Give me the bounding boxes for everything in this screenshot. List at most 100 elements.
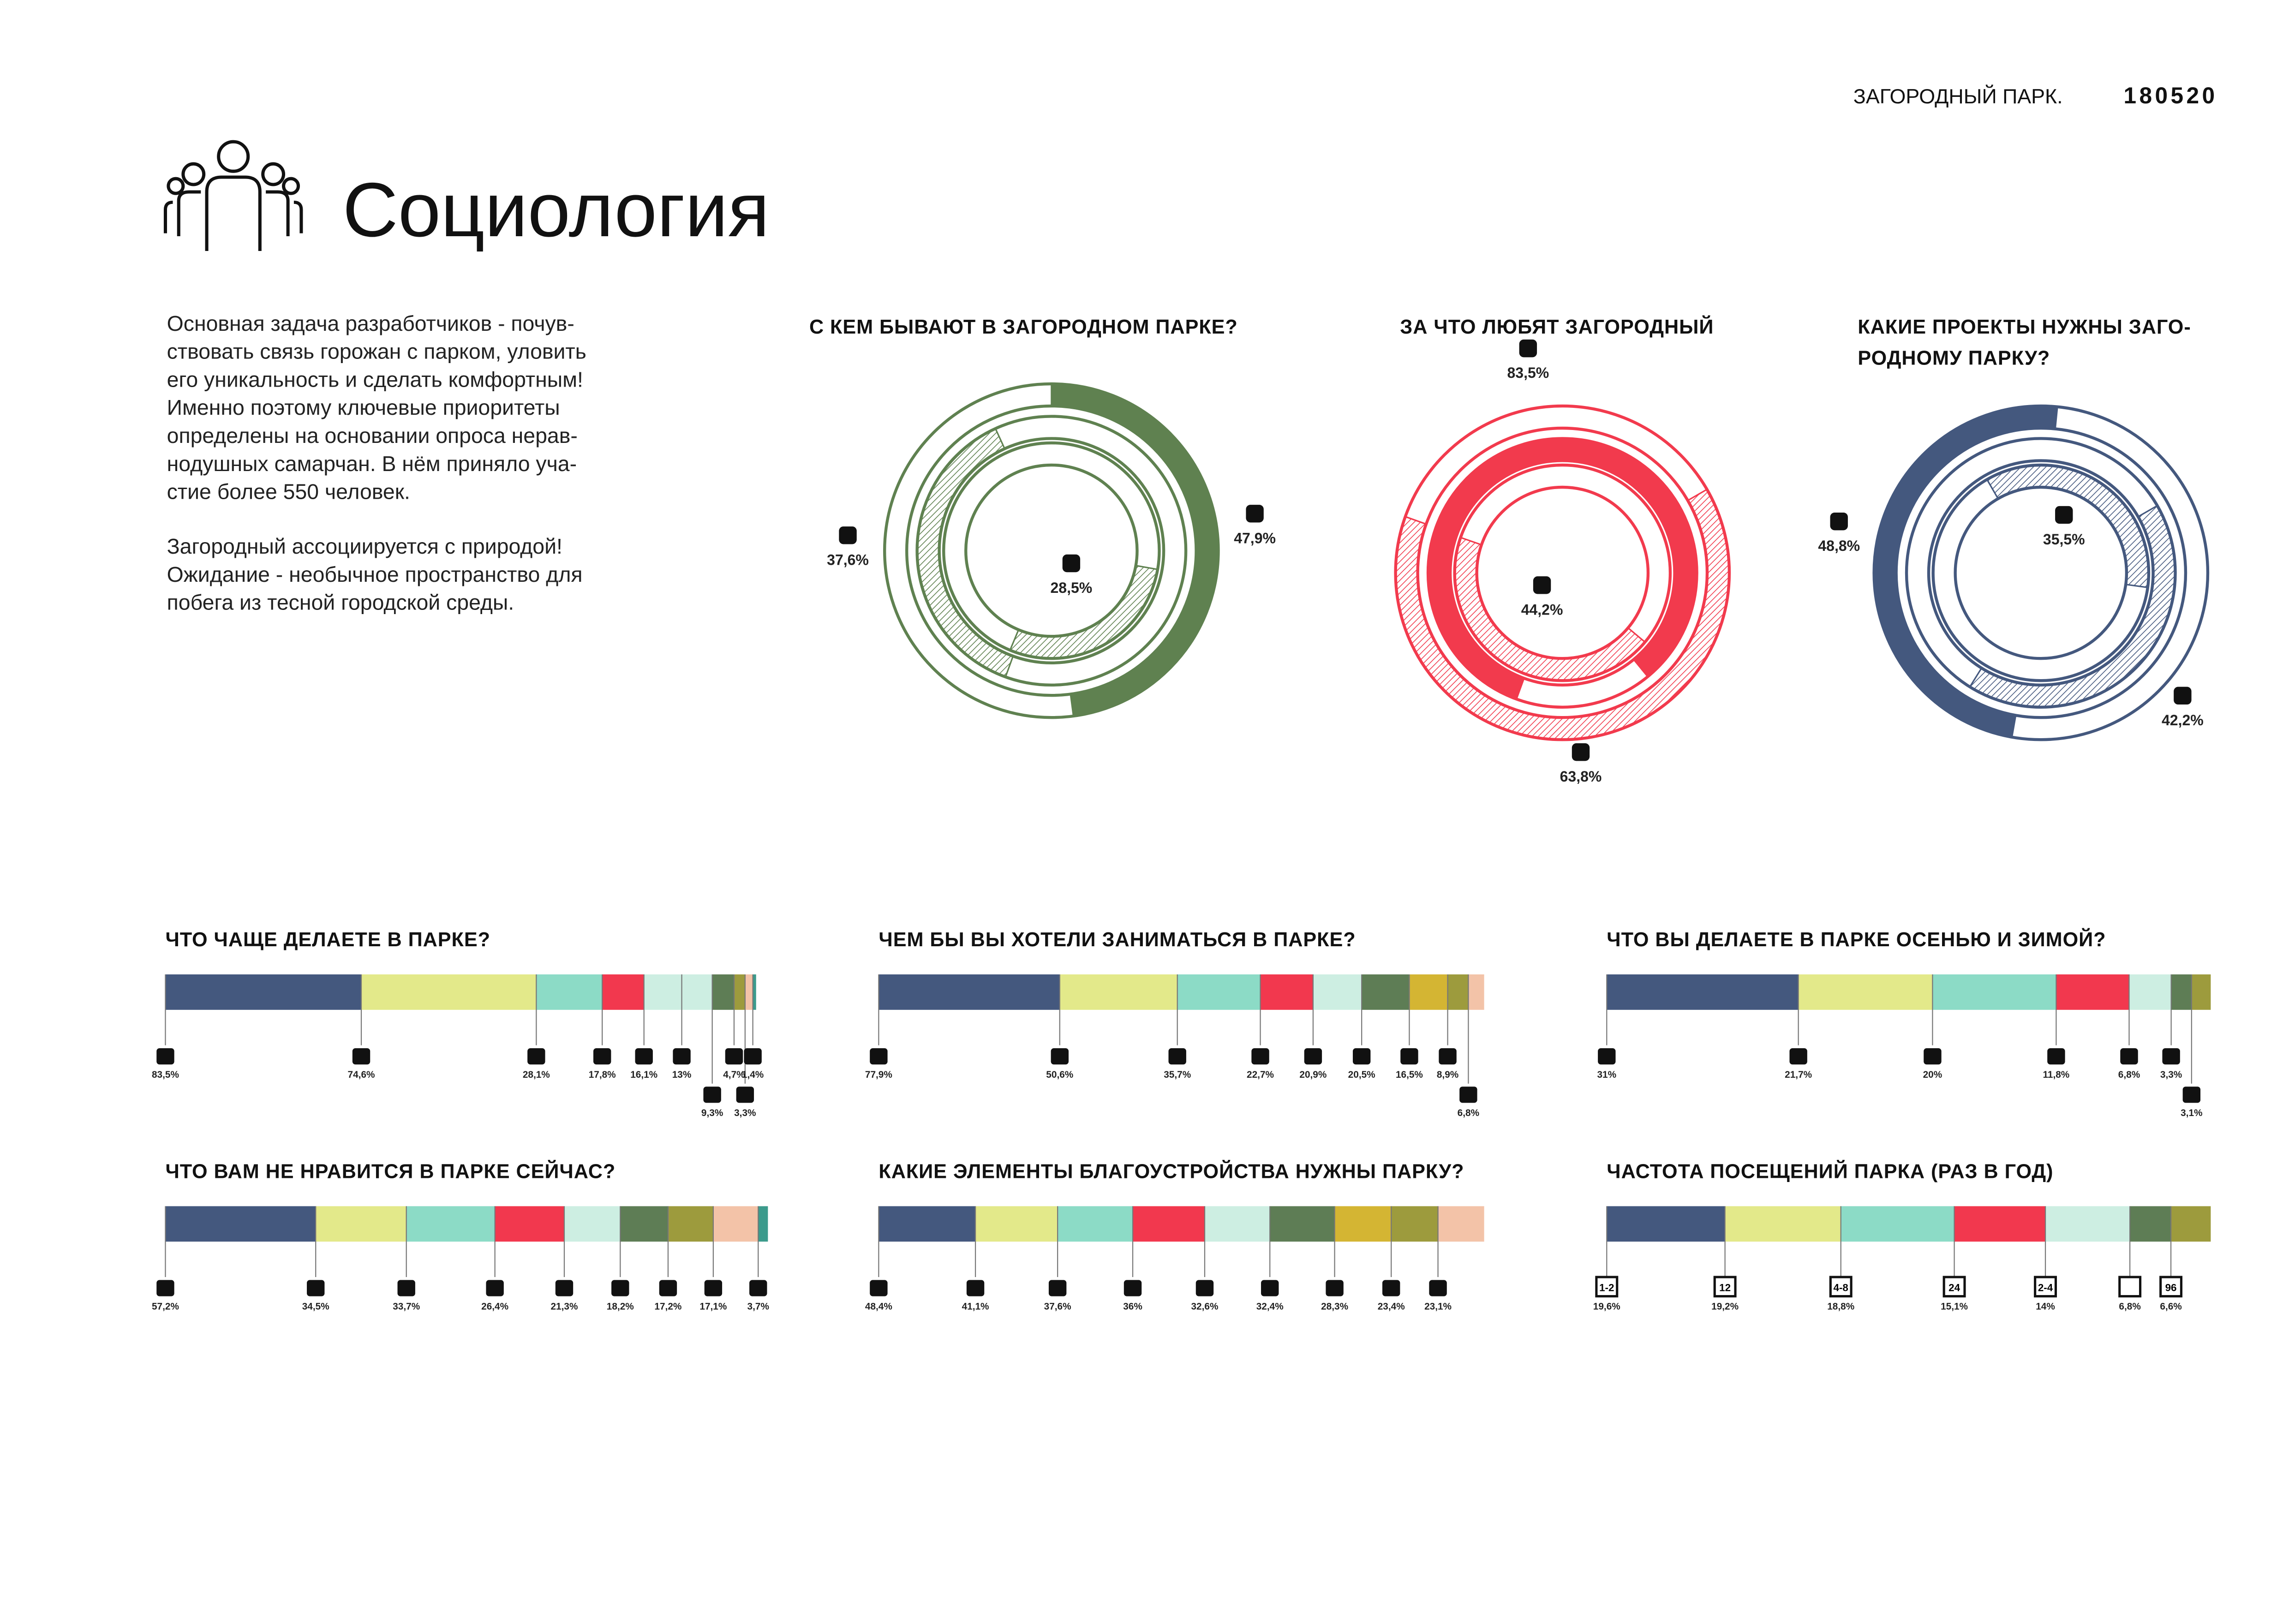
category-label: 12 — [1719, 1282, 1731, 1293]
label-icon — [2182, 1087, 2201, 1103]
value-label: 48,4% — [865, 1301, 892, 1312]
bar-segment — [1260, 974, 1313, 1010]
bar-segment — [620, 1206, 668, 1242]
ring-arc — [1427, 437, 1698, 700]
intro-line: Основная задача разработчиков - почув- — [167, 311, 574, 335]
value-label: 3,1% — [2181, 1108, 2202, 1118]
label-icon — [1124, 1280, 1142, 1296]
intro-line: Загородный ассоциируется с природой! — [167, 534, 562, 558]
label-icon — [2047, 1048, 2065, 1065]
bar-segment — [1059, 974, 1177, 1010]
value-label: 3,3% — [2160, 1069, 2182, 1080]
chart-title: ЗА ЧТО ЛЮБЯТ ЗАГОРОДНЫЙ — [1400, 316, 1714, 338]
bar-segment — [1932, 974, 2056, 1010]
bar-segment — [316, 1206, 406, 1242]
ring-arc — [916, 427, 1014, 678]
ring-arc — [1454, 537, 1646, 681]
value-label: 4,7% — [723, 1069, 745, 1080]
bar-segment — [1204, 1206, 1270, 1242]
value-label: 3,7% — [747, 1301, 769, 1312]
bar-segment — [975, 1206, 1058, 1242]
value-label: 31% — [1597, 1069, 1616, 1080]
calendar-icon — [1829, 1276, 1853, 1298]
ring-arc — [1009, 564, 1159, 659]
value-label: 19,2% — [1711, 1301, 1739, 1312]
value-label: 18,8% — [1827, 1301, 1854, 1312]
intro-line: стие более 550 человек. — [167, 480, 410, 504]
ring-edge — [1927, 459, 2155, 687]
bar-segment — [1133, 1206, 1205, 1242]
place-name: ЗАГОРОДНЫЙ ПАРК. — [1853, 84, 2063, 108]
label-icon — [673, 1048, 691, 1065]
bar-segment — [681, 974, 712, 1010]
label-icon — [744, 1048, 762, 1065]
label-icon — [1051, 1048, 1069, 1065]
chart-title: ЧАСТОТА ПОСЕЩЕНИЙ ПАРКА (РАЗ В ГОД) — [1607, 1160, 2053, 1183]
chart-title: ЧТО ВАМ НЕ НРАВИТСЯ В ПАРКЕ СЕЙЧАС? — [165, 1160, 616, 1183]
bar-segment — [1362, 974, 1410, 1010]
value-label: 21,7% — [1785, 1069, 1812, 1080]
intro-line: определены на основании опроса нерав- — [167, 424, 578, 448]
label-icon — [870, 1280, 888, 1296]
label-icon — [1400, 1048, 1418, 1065]
bar-segment — [644, 974, 682, 1010]
bar-segment — [361, 974, 537, 1010]
label-icon — [1429, 1280, 1447, 1296]
label-icon — [1382, 1280, 1400, 1296]
bar-segment — [713, 1206, 759, 1242]
chart-title: КАКИЕ ЭЛЕМЕНТЫ БЛАГОУСТРОЙСТВА НУЖНЫ ПАР… — [879, 1160, 1464, 1183]
value-label: 35,5% — [2043, 531, 2085, 548]
bar-segment — [2045, 1206, 2130, 1242]
bar-segment — [1468, 974, 1484, 1010]
value-label: 41,1% — [962, 1301, 989, 1312]
value-label: 20% — [1923, 1069, 1942, 1080]
value-label: 44,2% — [1521, 601, 1563, 618]
chart-title: ЧТО ЧАЩЕ ДЕЛАЕТЕ В ПАРКЕ? — [165, 929, 490, 951]
label-icon — [156, 1280, 174, 1296]
label-icon — [749, 1280, 767, 1296]
category-label: 2-4 — [2038, 1282, 2053, 1293]
label-icon — [593, 1048, 611, 1065]
value-label: 35,7% — [1164, 1069, 1191, 1080]
bar-segment — [1447, 974, 1469, 1010]
chart-title: ЧТО ВЫ ДЕЛАЕТЕ В ПАРКЕ ОСЕНЬЮ И ЗИМОЙ? — [1607, 928, 2106, 951]
label-icon — [703, 1087, 721, 1103]
label-icon — [1326, 1280, 1344, 1296]
bar-segment — [2056, 974, 2129, 1010]
value-label: 42,2% — [2162, 712, 2204, 728]
value-label: 6,6% — [2160, 1301, 2181, 1312]
value-label: 20,5% — [1348, 1069, 1375, 1080]
label-icon — [352, 1048, 371, 1065]
calendar-icon — [2034, 1276, 2057, 1298]
ring-arc — [1051, 383, 1219, 717]
label-icon — [966, 1280, 985, 1296]
value-label: 13% — [672, 1069, 692, 1080]
value-label: 11,8% — [2043, 1069, 2069, 1080]
bar-segment — [712, 974, 734, 1010]
label-icon — [1304, 1048, 1322, 1065]
value-label: 17,8% — [589, 1069, 616, 1080]
value-label: 18,2% — [607, 1301, 634, 1312]
value-label: 32,6% — [1191, 1301, 1219, 1312]
intro-line: ствовать связь горожан с парком, уловить — [167, 340, 586, 364]
chart-title: РОДНОМУ ПАРКУ? — [1858, 347, 2050, 369]
value-label: 6,8% — [2119, 1301, 2140, 1312]
intro-line: его уникальность и сделать комфортным! — [167, 367, 583, 391]
label-icon — [1789, 1048, 1807, 1065]
bar-segment — [1409, 974, 1448, 1010]
value-label: 28,3% — [1321, 1301, 1348, 1312]
label-icon — [725, 1048, 743, 1065]
value-label: 37,6% — [1044, 1301, 1071, 1312]
value-label: 83,5% — [152, 1069, 179, 1080]
value-label: 17,2% — [654, 1301, 681, 1312]
value-label: 36% — [1123, 1301, 1142, 1312]
bar-segment — [2130, 1206, 2171, 1242]
value-label: 20,9% — [1299, 1069, 1327, 1080]
label-icon — [1519, 339, 1537, 358]
value-label: 83,5% — [1507, 364, 1549, 381]
label-icon — [1598, 1048, 1616, 1065]
label-icon — [1924, 1048, 1942, 1065]
bar-segment — [1438, 1206, 1484, 1242]
value-label: 26,4% — [481, 1301, 508, 1312]
category-label: 1-2 — [1599, 1282, 1614, 1293]
